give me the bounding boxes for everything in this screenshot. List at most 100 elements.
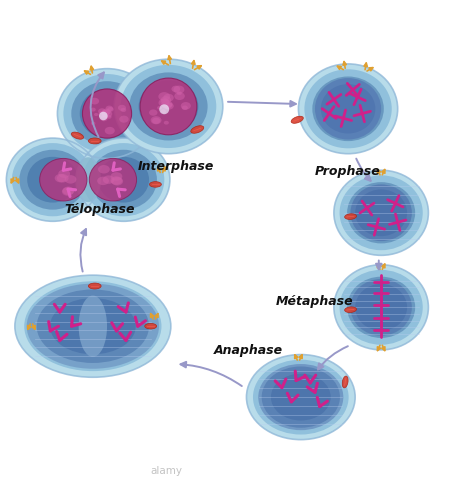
Ellipse shape xyxy=(158,100,170,108)
Ellipse shape xyxy=(77,139,170,222)
Ellipse shape xyxy=(145,324,156,329)
Ellipse shape xyxy=(110,173,122,182)
Ellipse shape xyxy=(27,158,78,203)
Ellipse shape xyxy=(80,90,134,139)
Ellipse shape xyxy=(50,299,136,355)
Ellipse shape xyxy=(345,307,356,313)
Ellipse shape xyxy=(173,86,184,95)
Ellipse shape xyxy=(79,296,107,357)
Ellipse shape xyxy=(177,92,182,96)
Ellipse shape xyxy=(64,176,76,184)
Ellipse shape xyxy=(62,188,74,197)
Ellipse shape xyxy=(246,355,355,440)
Ellipse shape xyxy=(172,86,180,93)
Ellipse shape xyxy=(321,85,375,134)
Ellipse shape xyxy=(98,166,110,174)
Ellipse shape xyxy=(102,114,107,118)
Ellipse shape xyxy=(94,114,98,117)
Ellipse shape xyxy=(6,139,99,222)
Ellipse shape xyxy=(58,170,70,179)
Ellipse shape xyxy=(160,99,169,106)
Text: Prophase: Prophase xyxy=(315,164,381,177)
Ellipse shape xyxy=(164,103,174,110)
Ellipse shape xyxy=(97,177,109,186)
Ellipse shape xyxy=(304,70,392,149)
Ellipse shape xyxy=(161,97,171,105)
Ellipse shape xyxy=(347,277,415,338)
Ellipse shape xyxy=(102,115,107,118)
Ellipse shape xyxy=(355,190,407,237)
Ellipse shape xyxy=(105,127,115,135)
Ellipse shape xyxy=(119,116,128,123)
Ellipse shape xyxy=(174,93,185,101)
Ellipse shape xyxy=(262,366,340,428)
Ellipse shape xyxy=(181,103,191,110)
Ellipse shape xyxy=(111,178,123,186)
Ellipse shape xyxy=(152,119,160,124)
Ellipse shape xyxy=(315,79,381,140)
Ellipse shape xyxy=(91,122,95,126)
Text: Anaphase: Anaphase xyxy=(214,344,283,357)
Ellipse shape xyxy=(339,176,423,251)
Ellipse shape xyxy=(101,111,112,119)
Ellipse shape xyxy=(149,183,161,188)
Text: Télophase: Télophase xyxy=(64,202,135,215)
Ellipse shape xyxy=(345,214,356,220)
Ellipse shape xyxy=(120,108,126,113)
Ellipse shape xyxy=(114,60,223,154)
Ellipse shape xyxy=(312,77,384,142)
Ellipse shape xyxy=(64,75,151,154)
Ellipse shape xyxy=(161,101,173,110)
Ellipse shape xyxy=(182,106,188,111)
Ellipse shape xyxy=(99,112,108,121)
Ellipse shape xyxy=(163,95,174,102)
Ellipse shape xyxy=(339,270,423,345)
Ellipse shape xyxy=(99,111,109,119)
Ellipse shape xyxy=(88,139,101,144)
Ellipse shape xyxy=(157,107,162,110)
Ellipse shape xyxy=(55,175,66,183)
Ellipse shape xyxy=(107,108,114,113)
Ellipse shape xyxy=(88,284,101,289)
Text: Métaphase: Métaphase xyxy=(276,294,354,307)
Ellipse shape xyxy=(118,105,126,112)
Ellipse shape xyxy=(106,106,113,112)
Ellipse shape xyxy=(40,159,87,202)
Ellipse shape xyxy=(164,122,169,125)
Ellipse shape xyxy=(258,364,343,430)
Ellipse shape xyxy=(110,177,122,185)
Ellipse shape xyxy=(347,183,415,244)
Ellipse shape xyxy=(151,117,162,125)
Ellipse shape xyxy=(91,108,96,112)
Ellipse shape xyxy=(102,109,111,116)
Ellipse shape xyxy=(24,282,162,371)
Ellipse shape xyxy=(82,90,132,139)
Ellipse shape xyxy=(159,105,169,115)
Ellipse shape xyxy=(63,187,74,196)
Ellipse shape xyxy=(83,144,164,217)
Ellipse shape xyxy=(299,65,398,154)
Ellipse shape xyxy=(106,116,111,120)
Ellipse shape xyxy=(98,109,106,115)
Ellipse shape xyxy=(101,111,109,116)
Ellipse shape xyxy=(161,110,166,114)
Ellipse shape xyxy=(100,116,108,122)
Ellipse shape xyxy=(71,82,143,146)
Ellipse shape xyxy=(342,376,348,388)
Ellipse shape xyxy=(36,290,149,363)
Ellipse shape xyxy=(158,93,170,102)
Ellipse shape xyxy=(27,284,159,369)
Ellipse shape xyxy=(271,374,331,421)
Ellipse shape xyxy=(104,111,110,116)
Ellipse shape xyxy=(355,285,407,331)
Ellipse shape xyxy=(19,150,86,210)
Ellipse shape xyxy=(334,265,428,350)
Ellipse shape xyxy=(57,175,69,183)
Text: alamy: alamy xyxy=(150,465,182,475)
Ellipse shape xyxy=(334,171,428,256)
Ellipse shape xyxy=(121,66,216,149)
Ellipse shape xyxy=(191,126,204,134)
Ellipse shape xyxy=(75,158,101,203)
Ellipse shape xyxy=(90,99,99,105)
Ellipse shape xyxy=(165,103,172,108)
